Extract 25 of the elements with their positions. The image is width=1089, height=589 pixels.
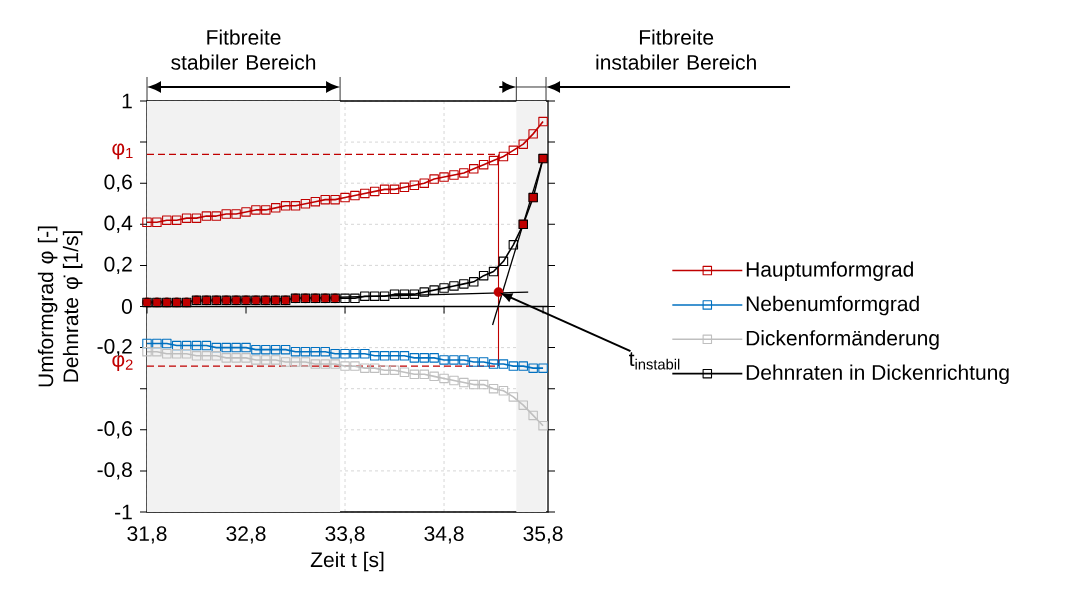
y-tick-label: 0,2 (104, 256, 132, 275)
y-tick-label: -0,2 (97, 338, 132, 357)
y-tick-label: 0,4 (104, 215, 133, 233)
x-tick-label: 34,8 (424, 526, 464, 544)
ref-line-label: φ$_{1}$ (112, 143, 133, 160)
y-tick-label: -0,6 (97, 421, 132, 439)
x-tick-label: 35,8 (523, 526, 563, 544)
y-tick-label: -1 (115, 504, 132, 520)
x-tick-label: 33,8 (325, 526, 365, 544)
y-tick-label: -0,8 (97, 462, 132, 480)
ref-line-label: φ$_{2}$ (112, 355, 133, 371)
y-tick-label: 0,6 (104, 174, 132, 192)
legend-label: Hauptumformgrad (746, 261, 913, 281)
x-axis-title: Zeit t [s] (310, 551, 384, 572)
x-tick-label: 31,8 (127, 526, 167, 544)
text: t$_{instabil}$ (629, 352, 680, 370)
band-label: Fitbreite instabiler Bereich (596, 29, 756, 70)
y-tick-label: 0 (121, 299, 132, 314)
legend-label: Dehnraten in Dickenrichtung (746, 364, 1009, 385)
y-tick-label: 1 (122, 93, 132, 109)
y-axis-title: Umformgrad φ [-] Dehnrate φ̇ [1/s] (37, 226, 83, 387)
band-label: Fitbreite stabiler Bereich (171, 29, 316, 70)
legend-label: Nebenumformgrad (746, 295, 919, 316)
legend-label: Dickenformänderung (746, 330, 939, 350)
x-tick-label: 32,8 (226, 526, 266, 544)
